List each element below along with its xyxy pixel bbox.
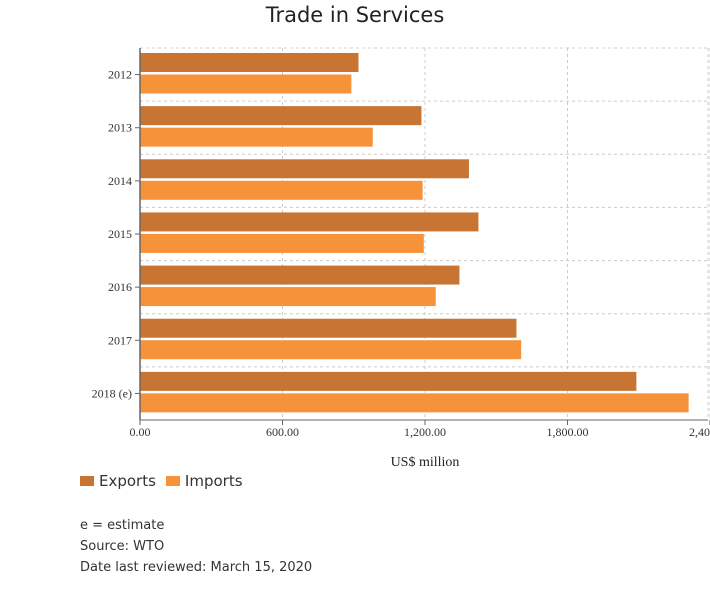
bar-imports-2014[interactable]	[140, 180, 423, 200]
y-tick-label: 2017	[108, 333, 132, 347]
bar-exports-2013[interactable]	[140, 106, 422, 126]
x-tick-label: 2,400.00	[689, 425, 710, 439]
bar-imports-2018e[interactable]	[140, 393, 689, 413]
legend-swatch-imports	[165, 476, 180, 486]
source-note: Source: WTO	[80, 539, 165, 554]
x-axis-title: US$ million	[391, 455, 460, 470]
x-tick-label: 1,200.00	[404, 425, 446, 439]
legend-item-exports[interactable]: Exports	[80, 472, 156, 490]
bar-exports-2015[interactable]	[140, 212, 479, 232]
estimate-note: e = estimate	[80, 518, 165, 533]
reviewed-note: Date last reviewed: March 15, 2020	[80, 560, 313, 575]
x-tick-label: 600.00	[266, 425, 299, 439]
bar-imports-2017[interactable]	[140, 340, 522, 360]
footnotes: e = estimate Source: WTO Date last revie…	[80, 515, 312, 578]
bar-imports-2015[interactable]	[140, 233, 424, 253]
x-tick-label: 0.00	[130, 425, 151, 439]
y-tick-label: 2018 (e)	[92, 386, 132, 400]
bar-imports-2013[interactable]	[140, 127, 373, 147]
legend: Exports Imports	[80, 472, 253, 490]
bar-exports-2016[interactable]	[140, 265, 460, 285]
bar-imports-2012[interactable]	[140, 74, 352, 94]
y-tick-label: 2015	[108, 227, 132, 241]
bar-exports-2014[interactable]	[140, 159, 469, 179]
legend-label-imports: Imports	[184, 472, 243, 490]
legend-item-imports[interactable]: Imports	[165, 472, 243, 490]
bar-exports-2018e[interactable]	[140, 371, 637, 391]
bar-imports-2016[interactable]	[140, 287, 436, 307]
chart-title: Trade in Services	[265, 3, 445, 27]
bar-exports-2012[interactable]	[140, 53, 359, 72]
x-tick-label: 1,800.00	[547, 425, 589, 439]
bar-exports-2017[interactable]	[140, 318, 517, 338]
legend-label-exports: Exports	[99, 472, 156, 490]
legend-swatch-exports	[80, 476, 94, 486]
y-tick-label: 2013	[108, 121, 132, 135]
y-tick-label: 2012	[108, 68, 132, 82]
chart-area: 2012 2013 2014 2015 2016 2017 2018 (e) 0.00 600.…	[92, 47, 710, 470]
y-tick-label: 2016	[108, 280, 132, 294]
y-tick-label: 2014	[108, 174, 132, 188]
